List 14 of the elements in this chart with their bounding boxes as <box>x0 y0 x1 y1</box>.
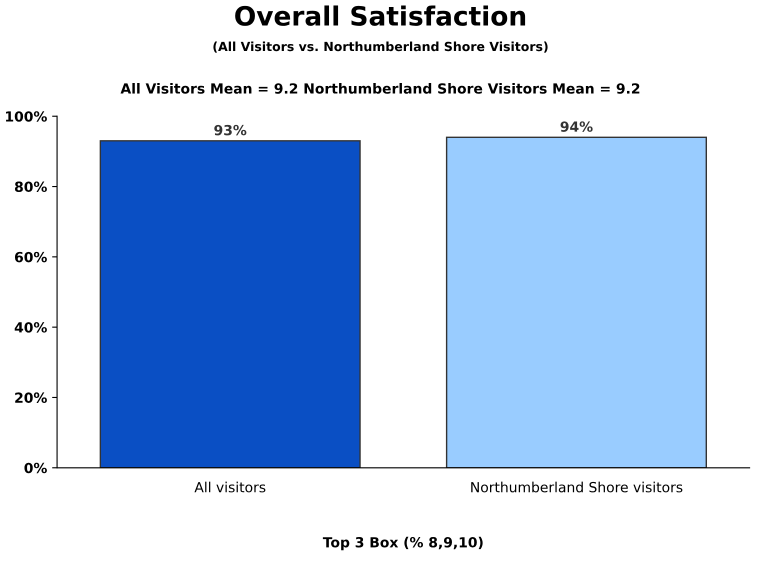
y-tick-label: 60% <box>14 252 47 262</box>
chart-subtitle: (All Visitors vs. Northumberland Shore Visitors) <box>213 42 548 53</box>
y-tick-label: 80% <box>14 182 47 192</box>
y-tick-label: 100% <box>6 111 47 122</box>
x-tick-label: All visitors <box>194 482 266 492</box>
text: All Visitors Mean = 9.2 Northumberland Shore Visitors Mean = 9.2 <box>120 83 640 94</box>
data-label: 94% <box>560 121 593 132</box>
x-axis-title: Top 3 Box (% 8,9,10) <box>322 536 483 550</box>
y-tick-label: 20% <box>15 392 47 403</box>
data-label: 93% <box>214 124 246 136</box>
chart-title: Overall Satisfaction <box>235 5 526 26</box>
x-tick-label: Northumberland Shore visitors <box>471 482 682 492</box>
y-tick-label: 40% <box>14 322 47 333</box>
y-tick-label: 0% <box>24 462 47 474</box>
